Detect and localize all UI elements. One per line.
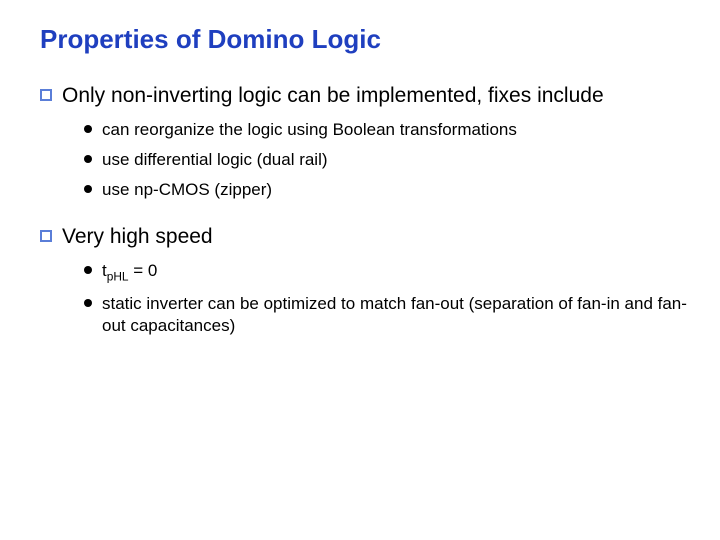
level1-text: Only non-inverting logic can be implemen… xyxy=(62,83,604,109)
dot-icon xyxy=(84,299,92,307)
bullet-level2: tpHL = 0 xyxy=(84,260,688,285)
level2-text: tpHL = 0 xyxy=(102,260,157,285)
bullet-level1: Only non-inverting logic can be implemen… xyxy=(40,83,688,109)
level2-text: static inverter can be optimized to matc… xyxy=(102,293,688,337)
level2-text: use differential logic (dual rail) xyxy=(102,149,328,171)
square-bullet-icon xyxy=(40,230,52,242)
dot-icon xyxy=(84,185,92,193)
level2-text: use np-CMOS (zipper) xyxy=(102,179,272,201)
square-bullet-icon xyxy=(40,89,52,101)
bullet-level2: use differential logic (dual rail) xyxy=(84,149,688,171)
bullet-level1: Very high speed xyxy=(40,224,688,250)
tphl-subscript: pHL xyxy=(107,269,129,283)
sub-list: can reorganize the logic using Boolean t… xyxy=(84,119,688,201)
slide-title: Properties of Domino Logic xyxy=(40,24,688,55)
dot-icon xyxy=(84,125,92,133)
tphl-suffix: = 0 xyxy=(129,261,158,280)
level1-text: Very high speed xyxy=(62,224,213,250)
sub-list: tpHL = 0 static inverter can be optimize… xyxy=(84,260,688,337)
bullet-level2: use np-CMOS (zipper) xyxy=(84,179,688,201)
dot-icon xyxy=(84,266,92,274)
level2-text: can reorganize the logic using Boolean t… xyxy=(102,119,517,141)
bullet-level2: can reorganize the logic using Boolean t… xyxy=(84,119,688,141)
bullet-level2: static inverter can be optimized to matc… xyxy=(84,293,688,337)
dot-icon xyxy=(84,155,92,163)
